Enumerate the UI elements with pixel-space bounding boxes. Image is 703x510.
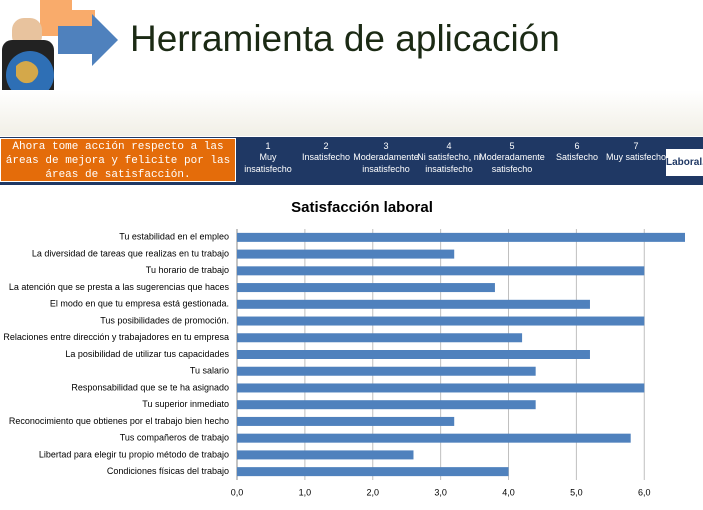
scale-label: Muy insatisfecho — [244, 152, 292, 174]
scale-label: Moderadamente satisfecho — [479, 152, 545, 174]
header-strip — [0, 90, 703, 136]
x-tick-label: 4,0 — [502, 487, 515, 497]
scale-number: 1 — [265, 141, 271, 151]
bar — [237, 433, 631, 443]
y-tick-label: El modo en que tu empresa está gestionad… — [50, 299, 229, 309]
y-tick-label: Responsabilidad que se te ha asignado — [71, 382, 229, 392]
scale-label: Moderadamente insatisfecho — [353, 152, 419, 174]
y-tick-label: La diversidad de tareas que realizas en … — [32, 248, 229, 258]
y-tick-label: Tu salario — [190, 366, 229, 376]
y-tick-label: Tus compañeros de trabajo — [120, 433, 229, 443]
scale-number: 2 — [323, 141, 329, 151]
x-tick-label: 6,0 — [638, 487, 651, 497]
bar — [237, 299, 590, 309]
bar — [237, 283, 495, 293]
bar — [237, 232, 685, 242]
scale-number: 3 — [383, 141, 389, 151]
y-tick-label: La posibilidad de utilizar tus capacidad… — [65, 349, 229, 359]
bar — [237, 266, 645, 276]
bar — [237, 366, 536, 376]
scale-label: Insatisfecho — [301, 152, 351, 162]
bar — [237, 450, 414, 460]
bar — [237, 333, 523, 343]
scale-item: 7 Muy satisfecho — [603, 141, 669, 163]
y-tick-label: Tu superior inmediato — [142, 399, 229, 409]
bar — [237, 316, 645, 326]
x-tick-label: 3,0 — [434, 487, 447, 497]
y-tick-label: Reconocimiento que obtienes por el traba… — [9, 416, 229, 426]
x-tick-label: 5,0 — [570, 487, 583, 497]
scale-label: Muy satisfecho — [605, 152, 667, 162]
scale-number: 6 — [574, 141, 580, 151]
y-tick-label: Condiciones físicas del trabajo — [107, 466, 229, 476]
scale-number: 5 — [509, 141, 515, 151]
scale-item: 6 Satisfecho — [544, 141, 610, 163]
bar — [237, 400, 536, 410]
bar — [237, 249, 455, 259]
page-title: Herramienta de aplicación — [130, 18, 560, 59]
y-tick-label: Tus posibilidades de promoción. — [100, 315, 229, 325]
scale-label: Ni satisfecho, ni insatisfecho — [417, 152, 481, 174]
logo: Laboral.N — [666, 149, 703, 176]
scale-item: 1 Muy insatisfecho — [235, 141, 301, 175]
y-tick-label: Relaciones entre dirección y trabajadore… — [3, 332, 229, 342]
arrow-blue — [58, 14, 118, 66]
scale-item: 4 Ni satisfecho, ni insatisfecho — [416, 141, 482, 175]
globe-land — [16, 61, 39, 84]
scale-label: Satisfecho — [555, 152, 599, 162]
arrow-orange — [40, 0, 95, 36]
header-illustration — [2, 0, 118, 100]
scale-number: 7 — [633, 141, 639, 151]
y-tick-label: La atención que se presta a las sugerenc… — [9, 282, 230, 292]
scale-item: 2 Insatisfecho — [293, 141, 359, 163]
x-tick-label: 0,0 — [231, 487, 244, 497]
chart: Satisfacción laboral 0,0 1,0 2,0 3,0 4,0 5,0 6… — [3, 199, 685, 497]
x-tick-label: 2,0 — [366, 487, 379, 497]
bar — [237, 416, 455, 426]
scale-item: 3 Moderadamente insatisfecho — [353, 141, 419, 175]
scale-item: 5 Moderadamente satisfecho — [479, 141, 545, 175]
bar — [237, 467, 509, 477]
scale-number: 4 — [446, 141, 452, 151]
y-tick-label: Tu horario de trabajo — [146, 265, 229, 275]
bar — [237, 350, 590, 359]
chart-title: Satisfacción laboral — [291, 199, 433, 216]
x-tick-label: 1,0 — [299, 487, 312, 497]
y-tick-label: Tu estabilidad en el empleo — [119, 232, 229, 242]
instruction-box: Ahora tome acción respecto a las áreas d… — [0, 138, 236, 182]
y-tick-label: Libertad para elegir tu propio método de… — [39, 449, 229, 459]
bar — [237, 383, 645, 393]
